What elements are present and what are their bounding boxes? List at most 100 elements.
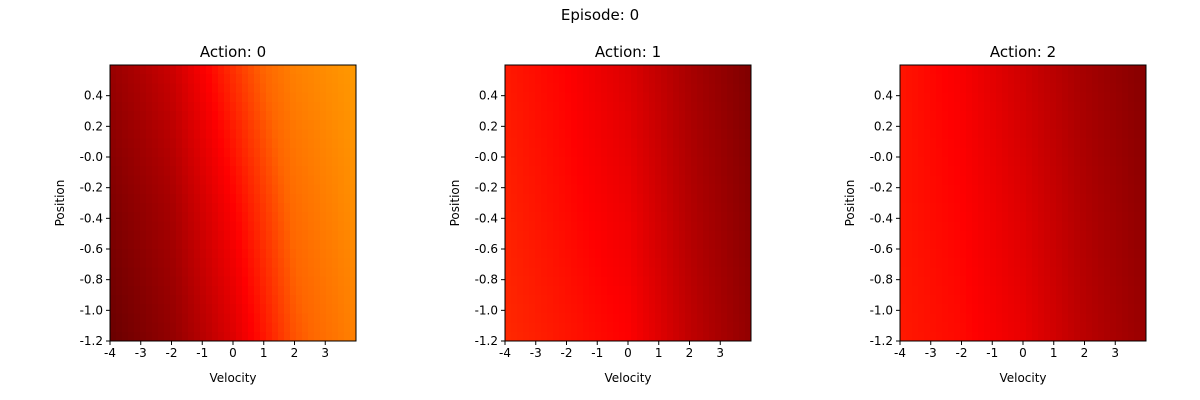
heatmap-cell: [278, 295, 285, 305]
heatmap-cell: [1128, 249, 1135, 259]
heatmap-cell: [1098, 313, 1105, 324]
heatmap-cell: [272, 193, 279, 204]
heatmap-cell: [140, 129, 147, 140]
heatmap-cell: [164, 331, 171, 342]
heatmap-cell: [733, 304, 740, 314]
heatmap-cell: [182, 184, 189, 195]
heatmap-cell: [990, 175, 997, 186]
heatmap-cell: [924, 212, 931, 222]
heatmap-cell: [637, 295, 644, 305]
heatmap-cell: [1128, 101, 1135, 112]
heatmap-cell: [1008, 304, 1015, 314]
heatmap-cell: [200, 92, 207, 103]
heatmap-cell: [224, 147, 231, 158]
heatmap-cell: [936, 157, 943, 167]
heatmap-cell: [655, 258, 662, 268]
heatmap-cell: [1122, 285, 1129, 296]
heatmap-cell: [529, 74, 536, 84]
heatmap-cell: [607, 239, 614, 250]
heatmap-cell: [541, 212, 548, 222]
heatmap-cell: [1074, 203, 1081, 213]
heatmap-cell: [212, 129, 219, 140]
heatmap-cell: [1038, 203, 1045, 213]
heatmap-cell: [206, 212, 213, 222]
heatmap-cell: [721, 138, 728, 149]
heatmap-cell: [1020, 258, 1027, 268]
heatmap-cell: [1098, 157, 1105, 167]
heatmap-cell: [954, 322, 961, 333]
heatmap-cell: [1056, 92, 1063, 103]
heatmap-cell: [1002, 129, 1009, 140]
heatmap-cell: [691, 175, 698, 186]
heatmap-cell: [1062, 258, 1069, 268]
heatmap-cell: [1122, 203, 1129, 213]
heatmap-cell: [212, 147, 219, 158]
heatmap-cell: [583, 212, 590, 222]
heatmap-cell: [218, 304, 225, 314]
heatmap-cell: [715, 83, 722, 94]
heatmap-cell: [912, 111, 919, 121]
heatmap-cell: [206, 147, 213, 158]
heatmap-cell: [954, 83, 961, 94]
heatmap-cell: [523, 249, 530, 259]
heatmap-cell: [505, 175, 512, 186]
heatmap-cell: [1092, 157, 1099, 167]
heatmap-cell: [607, 166, 614, 176]
heatmap-cell: [595, 111, 602, 121]
heatmap-cell: [559, 322, 566, 333]
heatmap-cell: [930, 184, 937, 195]
heatmap-cell: [978, 331, 985, 342]
heatmap-cell: [1116, 313, 1123, 324]
heatmap-cell: [673, 129, 680, 140]
heatmap-cell: [1134, 120, 1141, 130]
heatmap-cell: [1020, 65, 1027, 75]
heatmap-cell: [559, 147, 566, 158]
heatmap-cell: [1128, 258, 1135, 268]
heatmap-cell: [272, 184, 279, 195]
heatmap-cell: [906, 304, 913, 314]
heatmap-cell: [1038, 175, 1045, 186]
heatmap-cell: [1020, 129, 1027, 140]
heatmap-cell: [1056, 129, 1063, 140]
heatmap-cell: [164, 65, 171, 75]
heatmap-cell: [679, 285, 686, 296]
heatmap-cell: [547, 221, 554, 232]
heatmap-cell: [290, 313, 297, 324]
heatmap-cell: [1140, 157, 1147, 167]
heatmap-cell: [206, 83, 213, 94]
heatmap-cell: [308, 129, 315, 140]
heatmap-cell: [571, 221, 578, 232]
heatmap-cell: [206, 157, 213, 167]
heatmap-cell: [613, 166, 620, 176]
heatmap-cell: [128, 249, 135, 259]
heatmap-cell: [1134, 313, 1141, 324]
heatmap-cell: [1050, 147, 1057, 158]
heatmap-cell: [1110, 193, 1117, 204]
heatmap-cell: [589, 120, 596, 130]
heatmap-cell: [128, 138, 135, 149]
heatmap-cell: [194, 285, 201, 296]
heatmap-cell: [278, 166, 285, 176]
heatmap-cell: [206, 295, 213, 305]
heatmap-cell: [631, 230, 638, 241]
heatmap-cell: [326, 166, 333, 176]
heatmap-cell: [601, 65, 608, 75]
heatmap-cell: [697, 249, 704, 259]
heatmap-cell: [308, 157, 315, 167]
heatmap-cell: [553, 101, 560, 112]
heatmap-cell: [918, 212, 925, 222]
heatmap-cell: [649, 331, 656, 342]
heatmap-cell: [912, 304, 919, 314]
heatmap-cell: [619, 304, 626, 314]
heatmap-cell: [1026, 83, 1033, 94]
heatmap-cell: [517, 249, 524, 259]
heatmap-cell: [954, 212, 961, 222]
heatmap-cell: [1044, 147, 1051, 158]
heatmap-cell: [152, 212, 159, 222]
heatmap-cell: [278, 65, 285, 75]
heatmap-cell: [541, 285, 548, 296]
heatmap-cell: [224, 184, 231, 195]
heatmap-cell: [924, 295, 931, 305]
heatmap-cell: [290, 221, 297, 232]
heatmap-cell: [643, 258, 650, 268]
